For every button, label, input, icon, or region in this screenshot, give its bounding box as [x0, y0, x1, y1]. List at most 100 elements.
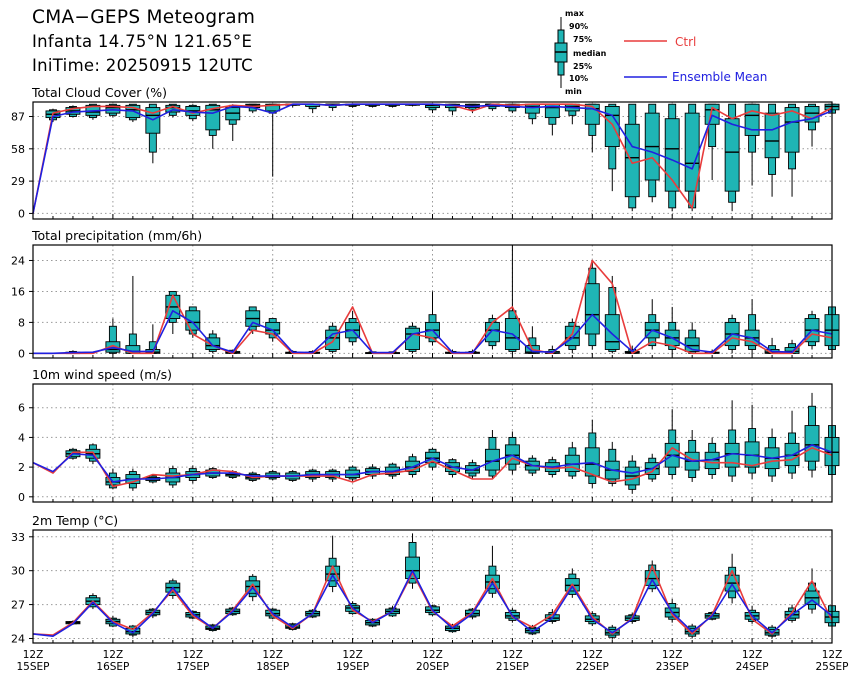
- legend-box-label: 10%: [569, 74, 588, 83]
- ensemble-mean-line: [32, 103, 833, 214]
- box-whisker: [684, 103, 700, 212]
- panel-title: 2m Temp (°C): [32, 513, 118, 528]
- x-label-date: 17SEP: [176, 661, 209, 673]
- box-whisker: [265, 103, 281, 177]
- y-tick-label: 30: [11, 565, 25, 578]
- box-whisker: [664, 103, 680, 212]
- panel-frame: [32, 101, 833, 220]
- x-label-hour: 12Z: [342, 649, 363, 661]
- x-label-hour: 12Z: [662, 649, 683, 661]
- box-whisker: [804, 392, 820, 478]
- x-label-date: 23SEP: [656, 661, 689, 673]
- box-25-75: [664, 118, 680, 192]
- box-whisker: [724, 400, 740, 482]
- box-whisker: [644, 103, 660, 203]
- box-whisker: [624, 103, 640, 212]
- box-25-75: [764, 112, 780, 159]
- legend-ctrl-label: Ctrl: [675, 35, 696, 49]
- box-whisker: [724, 103, 740, 212]
- x-label-hour: 12Z: [742, 649, 763, 661]
- y-tick-label: 33: [11, 531, 25, 544]
- time-axis: 12Z15SEP12Z16SEP12Z17SEP12Z18SEP12Z19SEP…: [17, 649, 849, 673]
- chart-title: CMA−GEPS Meteogram: [32, 7, 256, 28]
- box-whisker: [504, 431, 520, 475]
- panel-3: 10m wind speed (m/s) 0 2 4 6: [18, 367, 840, 504]
- box-whisker: [804, 103, 820, 147]
- ensemble-mean-line: [32, 569, 833, 638]
- x-label-hour: 12Z: [822, 649, 843, 661]
- box-25-75: [744, 103, 760, 136]
- box-whisker: [784, 410, 800, 479]
- x-label-hour: 12Z: [422, 649, 443, 661]
- box-whisker: [664, 409, 680, 479]
- y-tick-label: 27: [11, 599, 25, 612]
- box-whisker: [744, 404, 760, 479]
- panel-1: Total Cloud Cover (%) 0 29 58 87: [11, 85, 840, 220]
- box-whisker: [764, 428, 780, 482]
- legend-box-label: min: [565, 87, 582, 96]
- box-whisker: [624, 455, 640, 494]
- box-25-75: [724, 118, 740, 192]
- box-whisker: [764, 624, 780, 639]
- box-whisker: [405, 533, 420, 589]
- y-tick-label: 87: [11, 110, 25, 123]
- box-25-75: [784, 107, 800, 153]
- x-label-date: 16SEP: [96, 661, 129, 673]
- x-label-hour: 12Z: [502, 649, 523, 661]
- init-time-label: IniTime: 20250915 12UTC: [32, 56, 253, 75]
- x-label-hour: 12Z: [262, 649, 283, 661]
- y-tick-label: 8: [18, 316, 25, 329]
- box-25-75: [604, 314, 620, 350]
- panel-frame: [32, 529, 833, 644]
- box-whisker: [604, 275, 620, 354]
- x-label-date: 20SEP: [416, 661, 449, 673]
- x-label-date: 21SEP: [496, 661, 529, 673]
- box-25-75: [205, 337, 221, 350]
- y-tick-label: 6: [18, 402, 25, 415]
- box-25-75: [405, 556, 420, 580]
- y-tick-label: 16: [11, 285, 25, 298]
- box-whisker: [125, 275, 141, 354]
- panel-frame: [32, 383, 833, 503]
- y-tick-label: 24: [11, 254, 25, 267]
- x-label-date: 19SEP: [336, 661, 369, 673]
- box-whisker: [225, 104, 241, 141]
- legend-box-label: max: [565, 9, 585, 18]
- box-whisker: [584, 419, 600, 488]
- box-whisker: [325, 535, 341, 593]
- box-whisker: [504, 245, 520, 354]
- ensemble-mean-line: [32, 444, 833, 483]
- y-tick-label: 2: [18, 461, 25, 474]
- box-whisker: [205, 330, 221, 354]
- box-25-75: [804, 425, 820, 462]
- box-whisker: [804, 568, 820, 614]
- y-tick-label: 24: [11, 632, 25, 645]
- x-label-hour: 12Z: [183, 649, 204, 661]
- x-label-date: 22SEP: [576, 661, 609, 673]
- panels: Total Cloud Cover (%) 0 29 58 87 Total precip…: [11, 85, 840, 645]
- box-whisker: [305, 103, 321, 114]
- box-whisker: [744, 103, 760, 186]
- box-whisker: [564, 441, 580, 479]
- x-label-date: 24SEP: [736, 661, 769, 673]
- box-whisker: [484, 430, 500, 479]
- legend-mean-label: Ensemble Mean: [672, 70, 767, 84]
- box-25-75: [564, 325, 580, 347]
- ensemble-mean-line: [33, 309, 833, 355]
- panel-title: 10m wind speed (m/s): [32, 367, 172, 382]
- x-label-date: 25SEP: [816, 661, 849, 673]
- box-whisker: [484, 314, 500, 350]
- legend-box-label: median: [573, 49, 607, 58]
- box-whisker: [784, 103, 800, 197]
- box-25-75: [265, 103, 281, 112]
- panel-4: 2m Temp (°C) 24 27 30 33: [11, 513, 840, 645]
- ctrl-line: [33, 259, 833, 355]
- header: CMA−GEPS Meteogram Infanta 14.75°N 121.6…: [32, 6, 255, 78]
- box-25-75: [604, 106, 620, 148]
- box-whisker: [564, 318, 580, 354]
- box-whisker: [584, 260, 600, 350]
- box-25-75: [584, 283, 600, 335]
- legend-box-label: 90%: [569, 22, 588, 31]
- panel-2: Total precipitation (mm/6h) 0 8 16 24: [11, 228, 840, 360]
- x-label-date: 15SEP: [17, 661, 50, 673]
